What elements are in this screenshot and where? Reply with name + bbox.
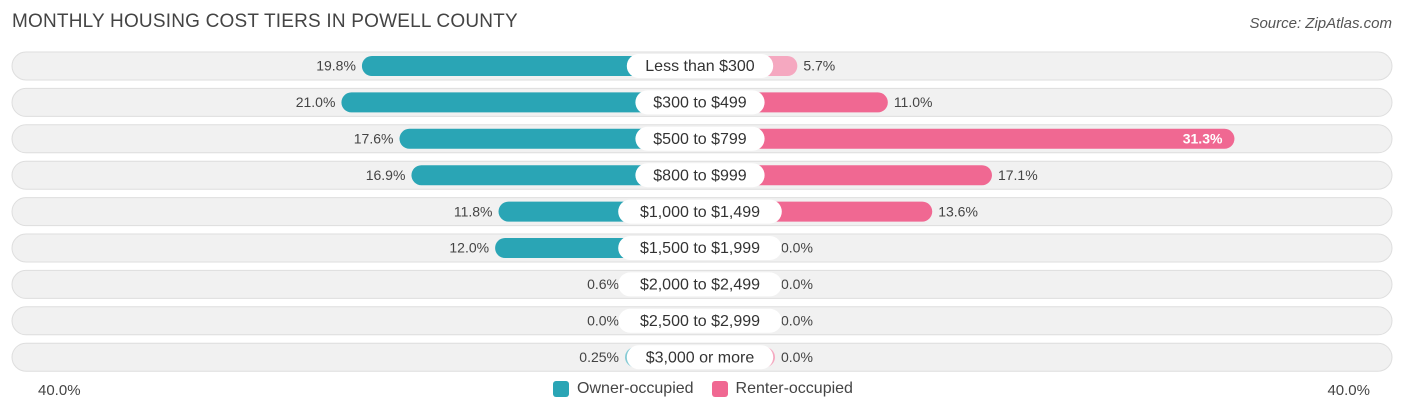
owner-value-label: 0.0% (587, 313, 619, 329)
renter-value-label: 0.0% (781, 313, 813, 329)
owner-bar (411, 165, 700, 186)
renter-bar (700, 128, 1235, 149)
category-pill (618, 236, 782, 260)
renter-bar (700, 165, 992, 186)
category-pill (635, 163, 765, 188)
owner-value-label: 0.6% (587, 276, 619, 292)
owner-value-label: 21.0% (296, 94, 336, 110)
category-label: $2,000 to $2,499 (640, 277, 760, 294)
renter-value-label: 0.0% (781, 276, 813, 292)
category-label: $800 to $999 (653, 167, 747, 184)
category-pill (635, 126, 765, 151)
owner-value-label: 0.25% (579, 349, 619, 365)
category-pill (618, 272, 782, 297)
owner-value-label: 16.9% (366, 167, 406, 183)
renter-value-label: 13.6% (938, 203, 978, 219)
owner-value-label: 12.0% (449, 240, 489, 256)
category-label: $1,500 to $1,999 (640, 240, 760, 257)
category-pill (626, 345, 774, 370)
legend-renter-swatch (711, 381, 728, 397)
legend-renter-label: Renter-occupied (735, 380, 853, 397)
owner-value-label: 19.8% (316, 58, 356, 74)
category-label: $2,500 to $2,999 (640, 313, 760, 330)
axis-right-label: 40.0% (1327, 382, 1370, 399)
legend-owner-label: Owner-occupied (577, 380, 694, 397)
category-pill (618, 308, 782, 333)
owner-bar (341, 92, 700, 113)
renter-value-label: 0.0% (781, 349, 813, 365)
renter-value-label: 11.0% (894, 94, 933, 110)
owner-bar (399, 128, 700, 149)
legend-owner: Owner-occupied (553, 380, 694, 398)
legend-owner-swatch (553, 381, 570, 397)
category-label: $300 to $499 (653, 95, 747, 112)
category-pill (626, 54, 774, 78)
category-label: $500 to $799 (653, 131, 747, 148)
legend: Owner-occupied Renter-occupied (0, 380, 1406, 398)
axis-left-label: 40.0% (38, 382, 81, 399)
renter-value-label: 0.0% (781, 240, 813, 256)
category-label: Less than $300 (645, 58, 755, 75)
renter-value-label: 5.7% (803, 58, 835, 74)
category-label: $1,000 to $1,499 (640, 204, 760, 221)
renter-value-label: 31.3% (1183, 131, 1223, 147)
owner-value-label: 11.8% (454, 203, 493, 219)
source-note: Source: ZipAtlas.com (1249, 15, 1392, 32)
renter-value-label: 17.1% (998, 167, 1038, 183)
owner-bar (361, 56, 700, 76)
chart-title: MONTHLY HOUSING COST TIERS IN POWELL COU… (12, 11, 518, 32)
category-label: $3,000 or more (646, 349, 755, 366)
legend-renter: Renter-occupied (711, 380, 853, 398)
category-pill (635, 90, 765, 115)
owner-value-label: 17.6% (354, 131, 394, 147)
category-pill (618, 199, 782, 224)
